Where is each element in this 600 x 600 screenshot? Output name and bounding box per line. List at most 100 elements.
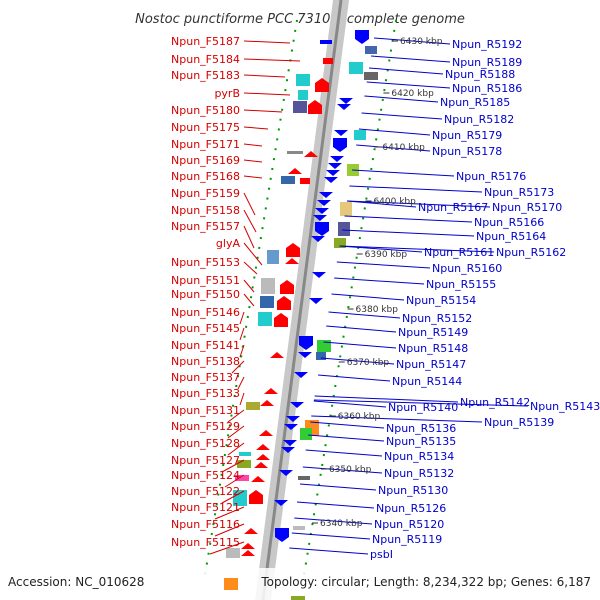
left-gene-label[interactable]: Npun_F5153 — [171, 256, 240, 269]
left-gene-label[interactable]: Npun_F5146 — [171, 306, 240, 319]
right-gene-label[interactable]: Npun_R5148 — [398, 342, 468, 355]
left-label-leader — [227, 425, 245, 439]
right-gene-label[interactable]: Npun_R5134 — [384, 450, 454, 463]
footer-gene-olive — [291, 596, 305, 600]
left-gene-label[interactable]: Npun_F5151 — [171, 274, 240, 287]
right-gene-label[interactable]: Npun_R5166 — [474, 216, 544, 229]
left-gene-label[interactable]: Npun_F5141 — [171, 339, 240, 352]
left-gene-label[interactable]: Npun_F5150 — [171, 288, 240, 301]
left-gene-label[interactable]: Npun_F5124 — [171, 469, 240, 482]
left-gene-label[interactable]: Npun_F5175 — [171, 121, 240, 134]
right-label-leader — [331, 293, 405, 301]
left-gene-label[interactable]: Npun_F5121 — [171, 501, 240, 514]
right-gene-label[interactable]: Npun_R5186 — [452, 82, 522, 95]
left-gene-label[interactable]: Npun_F5122 — [171, 485, 240, 498]
kbp-position-marks: 6430 kbp 6420 kbp 6410 kbp 6400 kbp 6390 kbp… — [312, 37, 443, 529]
left-gene-label[interactable]: Npun_F5158 — [171, 204, 240, 217]
right-gene-label[interactable]: Npun_R5119 — [372, 533, 442, 546]
right-gene-label[interactable]: psbI — [370, 548, 393, 561]
right-gene-label[interactable]: Npun_R5155 — [426, 278, 496, 291]
right-gene-labels: Npun_R5192 Npun_R5189Npun_R5188Npun_R5186… — [289, 37, 600, 561]
right-label-leader — [364, 95, 439, 103]
kbp-mark: 6380 kbp — [356, 305, 399, 315]
reverse-gene-arrow — [326, 170, 340, 176]
right-gene-label[interactable]: Npun_R5182 — [444, 113, 514, 126]
left-label-leader — [243, 192, 256, 216]
gene-box-grey — [226, 548, 240, 558]
left-gene-label[interactable]: Npun_F5169 — [171, 154, 240, 167]
right-label-leader — [320, 357, 395, 365]
right-gene-label[interactable]: Npun_R5179 — [432, 129, 502, 142]
left-track-ticks — [204, 19, 298, 576]
right-gene-label[interactable]: Npun_R5188 — [445, 68, 515, 81]
left-gene-label[interactable]: Npun_F5138 — [171, 355, 240, 368]
left-gene-label[interactable]: Npun_F5131 — [171, 404, 240, 417]
reverse-gene-arrow — [337, 104, 351, 110]
left-gene-label[interactable]: pyrB — [214, 87, 240, 100]
reverse-gene-arrow — [330, 156, 344, 162]
right-gene-label[interactable]: Npun_R5149 — [398, 326, 468, 339]
right-gene-label[interactable]: Npun_R5192 — [452, 38, 522, 51]
right-gene-label[interactable]: Npun_R5167 — [418, 201, 488, 214]
reverse-gene-arrow — [283, 440, 297, 446]
left-gene-label[interactable]: Npun_F5129 — [171, 420, 240, 433]
right-gene-label[interactable]: Npun_R5144 — [392, 375, 462, 388]
right-gene-label[interactable]: Npun_R5147 — [396, 358, 466, 371]
gene-bar — [239, 452, 251, 456]
right-gene-label[interactable]: Npun_R5189 — [452, 56, 522, 69]
gene-box-blue — [365, 46, 377, 54]
right-gene-label[interactable]: Npun_R5170 — [492, 201, 562, 214]
right-label-leader — [358, 128, 431, 136]
left-gene-label[interactable]: Npun_F5168 — [171, 170, 240, 183]
right-gene-label[interactable]: Npun_R5142 — [460, 396, 530, 409]
reverse-gene-arrow — [286, 416, 300, 422]
gene-box-cyan — [258, 312, 272, 326]
right-gene-label[interactable]: Npun_R5162 — [496, 246, 566, 259]
left-gene-label[interactable]: Npun_F5116 — [171, 518, 240, 531]
right-gene-label[interactable]: Npun_R5135 — [386, 435, 456, 448]
right-label-leader — [344, 215, 473, 223]
right-gene-label[interactable]: Npun_R5139 — [484, 416, 554, 429]
left-gene-label[interactable]: Npun_F5184 — [171, 53, 240, 66]
left-gene-label[interactable]: Npun_F5183 — [171, 69, 240, 82]
left-gene-label[interactable]: glyA — [216, 237, 241, 250]
right-gene-label[interactable]: Npun_R5160 — [432, 262, 502, 275]
right-gene-label[interactable]: Npun_R5173 — [484, 186, 554, 199]
right-label-leader — [314, 395, 459, 403]
left-gene-label[interactable]: Npun_F5159 — [171, 187, 240, 200]
left-gene-label[interactable]: Npun_F5187 — [171, 35, 240, 48]
right-gene-label[interactable]: Npun_R5185 — [440, 96, 510, 109]
left-gene-label[interactable]: Npun_F5133 — [171, 387, 240, 400]
right-gene-label[interactable]: Npun_R5120 — [374, 518, 444, 531]
right-gene-label[interactable]: Npun_R5126 — [376, 502, 446, 515]
right-gene-label[interactable]: Npun_R5154 — [406, 294, 476, 307]
forward-gene-block — [308, 100, 322, 114]
left-gene-label[interactable]: Npun_F5115 — [171, 536, 240, 549]
reverse-gene-arrow — [311, 236, 325, 242]
left-gene-label[interactable]: Npun_F5157 — [171, 220, 240, 233]
right-gene-label[interactable]: Npun_R5176 — [456, 170, 526, 183]
reverse-gene-arrow — [334, 130, 348, 136]
left-gene-label[interactable]: Npun_F5180 — [171, 104, 240, 117]
right-gene-label[interactable]: Npun_R5136 — [386, 422, 456, 435]
right-gene-label[interactable]: Npun_R5143 — [530, 400, 600, 413]
left-gene-label[interactable]: Npun_F5145 — [171, 322, 240, 335]
left-label-leader — [214, 506, 245, 520]
left-gene-label[interactable]: Npun_F5128 — [171, 437, 240, 450]
left-gene-label[interactable]: Npun_F5127 — [171, 454, 240, 467]
left-label-leader — [243, 40, 291, 44]
kbp-mark: 6350 kbp — [329, 465, 372, 475]
gene-box-slate — [293, 101, 307, 113]
left-gene-label[interactable]: Npun_F5171 — [171, 138, 240, 151]
left-gene-label[interactable]: Npun_F5137 — [171, 371, 240, 384]
gene-box-cyan — [349, 62, 363, 74]
gene-box-cyan — [354, 130, 366, 140]
right-gene-label[interactable]: Npun_R5132 — [384, 467, 454, 480]
right-gene-label[interactable]: Npun_R5161 — [424, 246, 494, 259]
right-gene-label[interactable]: Npun_R5164 — [476, 230, 546, 243]
right-gene-label[interactable]: Npun_R5178 — [432, 145, 502, 158]
right-gene-label[interactable]: Npun_R5152 — [402, 312, 472, 325]
right-gene-label[interactable]: Npun_R5140 — [388, 401, 458, 414]
right-gene-label[interactable]: Npun_R5130 — [378, 484, 448, 497]
